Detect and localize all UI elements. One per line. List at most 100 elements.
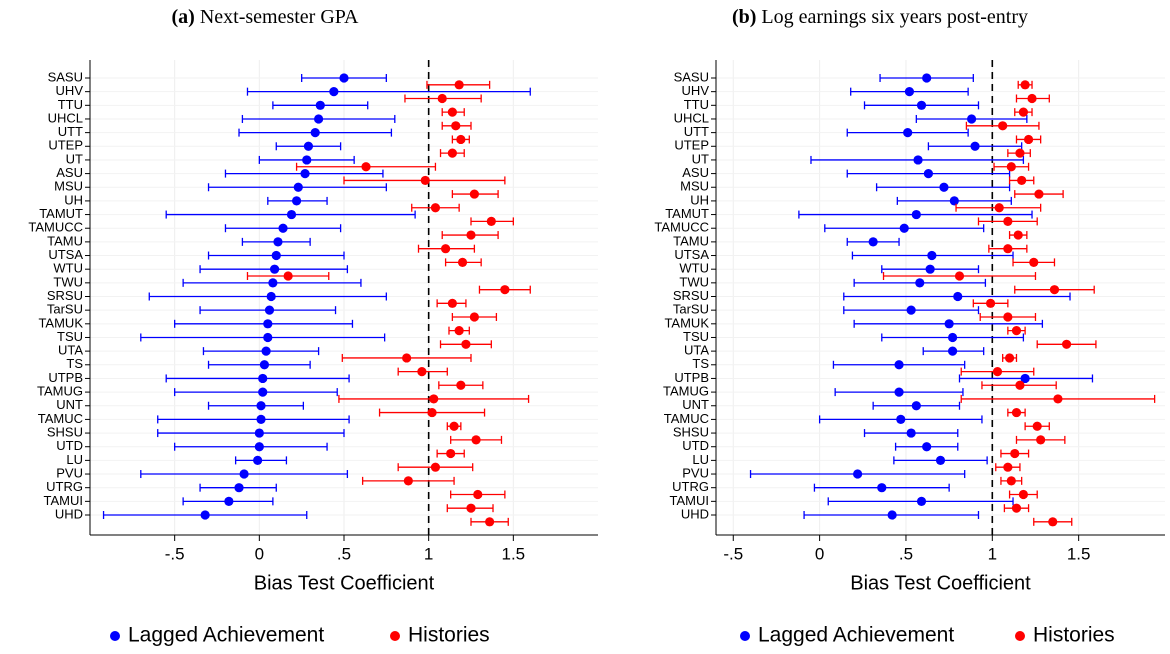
point	[254, 442, 264, 452]
point	[1034, 189, 1044, 199]
y-tick-label: SHSU	[673, 425, 709, 440]
legend-marker	[110, 631, 120, 641]
point	[949, 196, 959, 206]
point	[903, 128, 913, 138]
point	[473, 489, 483, 500]
point	[1011, 326, 1022, 336]
point	[1003, 244, 1013, 254]
point	[923, 168, 934, 179]
point	[254, 428, 264, 438]
y-tick-label: TAMU	[673, 233, 709, 248]
point	[286, 209, 297, 220]
point	[985, 298, 996, 308]
point	[471, 435, 481, 445]
point	[1006, 162, 1016, 172]
point	[446, 448, 456, 459]
legend-label: Histories	[408, 624, 490, 647]
point	[1049, 285, 1060, 295]
point	[916, 100, 927, 110]
point	[310, 128, 320, 138]
y-tick-label: ASU	[682, 165, 709, 180]
point	[253, 455, 263, 465]
point	[234, 483, 244, 493]
y-tick-label: PVU	[56, 465, 83, 480]
y-tick-label: TWU	[53, 274, 83, 289]
point	[300, 168, 310, 179]
point	[1032, 421, 1042, 431]
x-axis-label: Bias Test Coefficient	[850, 572, 1031, 594]
point	[935, 455, 946, 465]
legend-marker	[1015, 631, 1025, 641]
panel-title-text: Next-semester GPA	[200, 6, 359, 28]
y-tick-label: TAMUK	[38, 315, 83, 330]
y-tick-label: UTT	[684, 124, 709, 139]
y-tick-label: UH	[64, 192, 83, 207]
y-tick-label: TarSU	[673, 302, 709, 317]
y-tick-label: TTU	[684, 97, 709, 112]
x-tick-label: 1	[424, 544, 433, 563]
point	[1053, 394, 1063, 404]
y-tick-label: TSU	[683, 329, 709, 344]
point	[966, 114, 977, 124]
y-tick-label: UHD	[55, 506, 83, 521]
x-tick-label: -.5	[723, 544, 743, 563]
point	[485, 517, 495, 527]
point	[264, 305, 275, 315]
point	[427, 407, 437, 418]
point	[944, 319, 954, 329]
point	[314, 114, 324, 124]
y-tick-label: MSU	[54, 179, 83, 194]
y-tick-label: UTT	[58, 124, 83, 139]
x-tick-label: 0	[815, 544, 824, 563]
point	[992, 367, 1003, 377]
panel-label: (a)	[171, 6, 194, 28]
y-tick-label: TSU	[57, 329, 83, 344]
point	[953, 291, 963, 302]
point	[500, 285, 510, 295]
point	[1015, 148, 1025, 158]
point	[913, 155, 923, 165]
legend-label: Lagged Achievement	[758, 624, 954, 647]
point	[486, 216, 496, 226]
x-tick-label: 1	[988, 544, 997, 563]
point	[1020, 373, 1030, 384]
point	[449, 421, 459, 431]
point	[1006, 476, 1016, 486]
y-tick-label: TTU	[58, 97, 83, 112]
y-tick-label: UTSA	[48, 247, 83, 262]
point	[877, 483, 887, 493]
point	[947, 346, 958, 356]
y-tick-label: UH	[690, 192, 709, 207]
point	[339, 73, 349, 83]
point	[915, 278, 925, 288]
point	[454, 80, 464, 90]
point	[447, 107, 457, 117]
point	[258, 373, 268, 384]
x-tick-label: 0	[255, 544, 264, 563]
y-tick-label: UTD	[56, 438, 83, 453]
y-tick-label: TAMUT	[39, 206, 83, 221]
point	[271, 250, 281, 261]
point	[261, 346, 271, 356]
y-tick-label: MSU	[680, 179, 709, 194]
y-tick-label: TAMUT	[665, 206, 709, 221]
y-tick-label: WTU	[53, 261, 83, 276]
point	[461, 339, 471, 349]
y-tick-label: TS	[66, 356, 83, 371]
point	[302, 155, 312, 165]
x-axis-label: Bias Test Coefficient	[254, 572, 435, 594]
point	[922, 442, 932, 452]
y-tick-label: UTA	[684, 343, 709, 358]
point	[911, 209, 921, 220]
point	[239, 469, 249, 479]
y-tick-label: UTRG	[672, 479, 709, 494]
point	[1023, 134, 1034, 145]
x-tick-label: .5	[899, 544, 913, 563]
y-tick-label: UHCL	[674, 110, 709, 125]
point	[269, 264, 280, 274]
point	[1018, 489, 1028, 500]
point	[1010, 448, 1020, 459]
point	[303, 141, 314, 151]
y-tick-label: TAMUC	[38, 411, 83, 426]
y-tick-label: TAMUCC	[28, 220, 83, 235]
